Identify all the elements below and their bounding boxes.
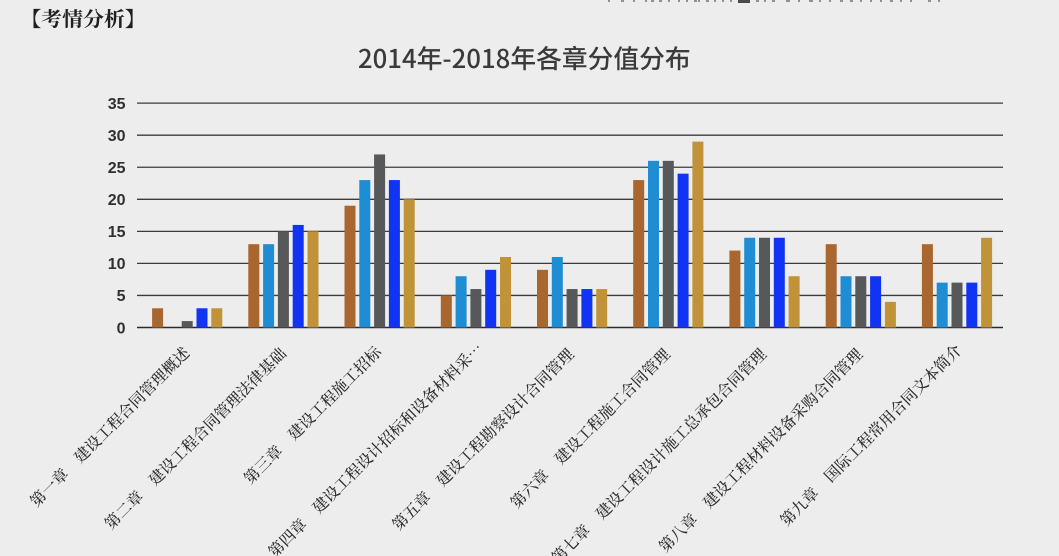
svg-text:25: 25 <box>108 160 126 177</box>
svg-text:0: 0 <box>117 320 126 337</box>
svg-text:20: 20 <box>108 192 126 209</box>
svg-text:5: 5 <box>117 288 126 305</box>
svg-text:10: 10 <box>108 256 126 273</box>
svg-text:35: 35 <box>108 96 126 113</box>
svg-text:15: 15 <box>108 224 126 241</box>
svg-text:30: 30 <box>108 128 126 145</box>
